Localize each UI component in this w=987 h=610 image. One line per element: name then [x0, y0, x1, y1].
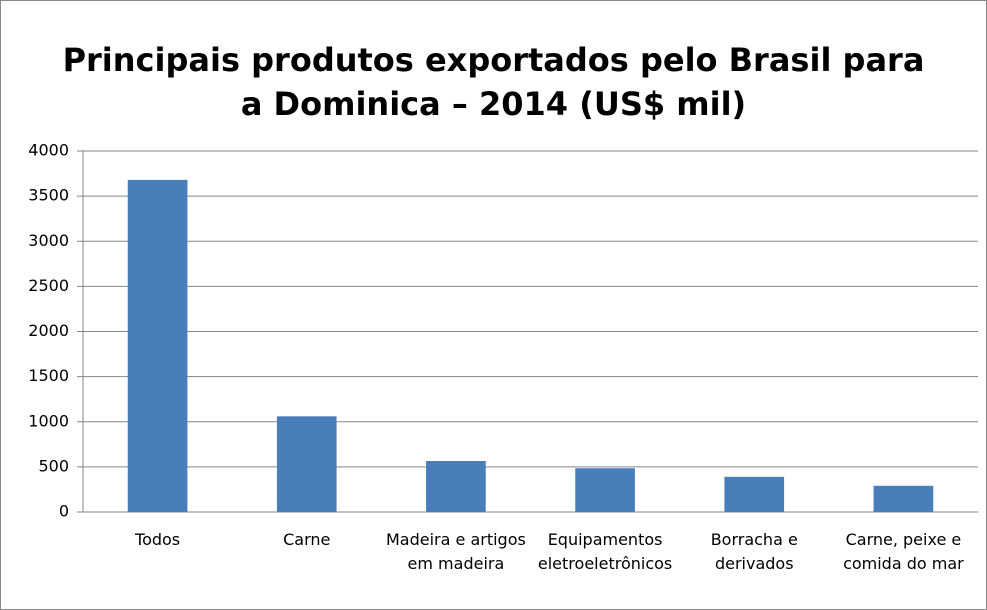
y-tick-label: 1500: [28, 366, 69, 385]
y-tick-label: 2000: [28, 321, 69, 340]
bar: [873, 485, 934, 512]
bar: [127, 179, 188, 512]
y-tick-label: 500: [38, 456, 69, 475]
y-tick-label: 3000: [28, 231, 69, 250]
bar: [276, 416, 337, 512]
y-tick-label: 1000: [28, 411, 69, 430]
bar: [724, 476, 785, 512]
x-tick-label: Todos: [135, 530, 181, 549]
x-tick-label: Madeira e artigos em madeira: [385, 530, 526, 573]
x-tick-label: Carne, peixe e comida do mar: [843, 530, 964, 573]
y-tick-label: 3500: [28, 186, 69, 205]
y-tick-label: 4000: [28, 141, 69, 160]
bar: [575, 468, 635, 512]
x-tick-label: Borracha e derivados: [710, 530, 798, 573]
chart-title: Principais produtos exportados pelo Bras…: [62, 41, 925, 123]
y-tick-label: 2500: [28, 276, 69, 295]
x-tick-label: Carne: [283, 530, 331, 549]
x-tick-label: Equipamentos eletroeletrônicos: [537, 530, 673, 573]
y-tick-label: 0: [59, 502, 69, 521]
bar: [426, 461, 486, 512]
